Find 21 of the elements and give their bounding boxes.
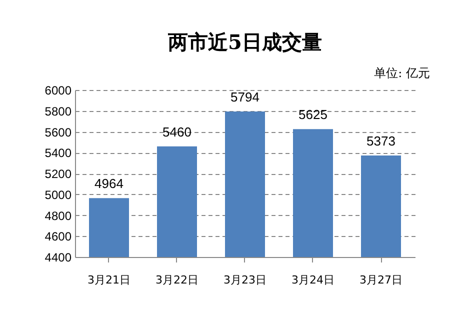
y-tick-label: 5400	[44, 146, 72, 160]
y-tick-label: 4400	[44, 250, 72, 264]
y-tick-label: 5800	[44, 104, 72, 118]
y-tick-label: 6000	[44, 84, 72, 98]
y-tick-label: 5000	[44, 188, 72, 202]
data-label: 5373	[366, 133, 396, 148]
y-tick-label: 5200	[44, 167, 72, 181]
x-tick-label: 3月24日	[292, 274, 334, 286]
x-tick-label: 3月23日	[224, 274, 266, 286]
chart-title: 两市近5日成交量	[167, 30, 322, 54]
x-tick-label: 3月27日	[360, 274, 402, 286]
text: 单位: 亿元	[374, 66, 430, 80]
data-label: 5794	[230, 90, 260, 104]
x-tick-label: 3月22日	[156, 274, 198, 286]
data-label: 5460	[162, 124, 192, 140]
data-label: 4964	[94, 176, 124, 192]
y-tick-label: 5600	[44, 125, 72, 140]
x-tick-label: 3月21日	[88, 274, 130, 286]
y-tick-label: 4600	[44, 230, 72, 244]
data-label: 5625	[298, 107, 328, 122]
y-tick-label: 4800	[44, 208, 72, 223]
